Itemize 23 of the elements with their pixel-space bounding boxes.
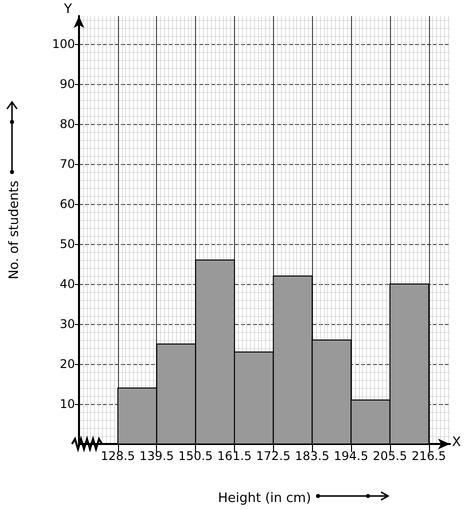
- y-tick-label: 10: [60, 397, 75, 411]
- x-axis-title: Height (in cm): [218, 491, 312, 506]
- x-tick-label: 128.5: [100, 449, 136, 463]
- y-tick-label: 100: [52, 37, 75, 51]
- x-tick-label: 139.5: [140, 449, 174, 463]
- y-tick-label: 30: [60, 317, 75, 331]
- text: X: [452, 435, 461, 450]
- y-tick-label: 90: [60, 77, 75, 91]
- x-tick-label: 150.5: [178, 449, 213, 463]
- y-tick-label: 20: [60, 357, 75, 371]
- x-tick-label: 216.5: [412, 449, 446, 463]
- x-tick-label: 194.5: [334, 449, 368, 463]
- y-tick-label: 60: [60, 197, 75, 211]
- y-tick-label: 50: [60, 237, 75, 251]
- x-tick-label: 172.5: [256, 449, 291, 463]
- x-tick-label: 161.5: [217, 449, 252, 463]
- x-tick-label: 205.5: [372, 449, 408, 463]
- y-tick-label: 40: [60, 277, 75, 291]
- text: Y: [63, 2, 72, 17]
- x-tick-label: 183.5: [295, 449, 330, 463]
- y-axis-title: No. of students: [7, 180, 22, 280]
- y-tick-label: 80: [60, 117, 75, 131]
- y-tick-label: 70: [60, 157, 75, 171]
